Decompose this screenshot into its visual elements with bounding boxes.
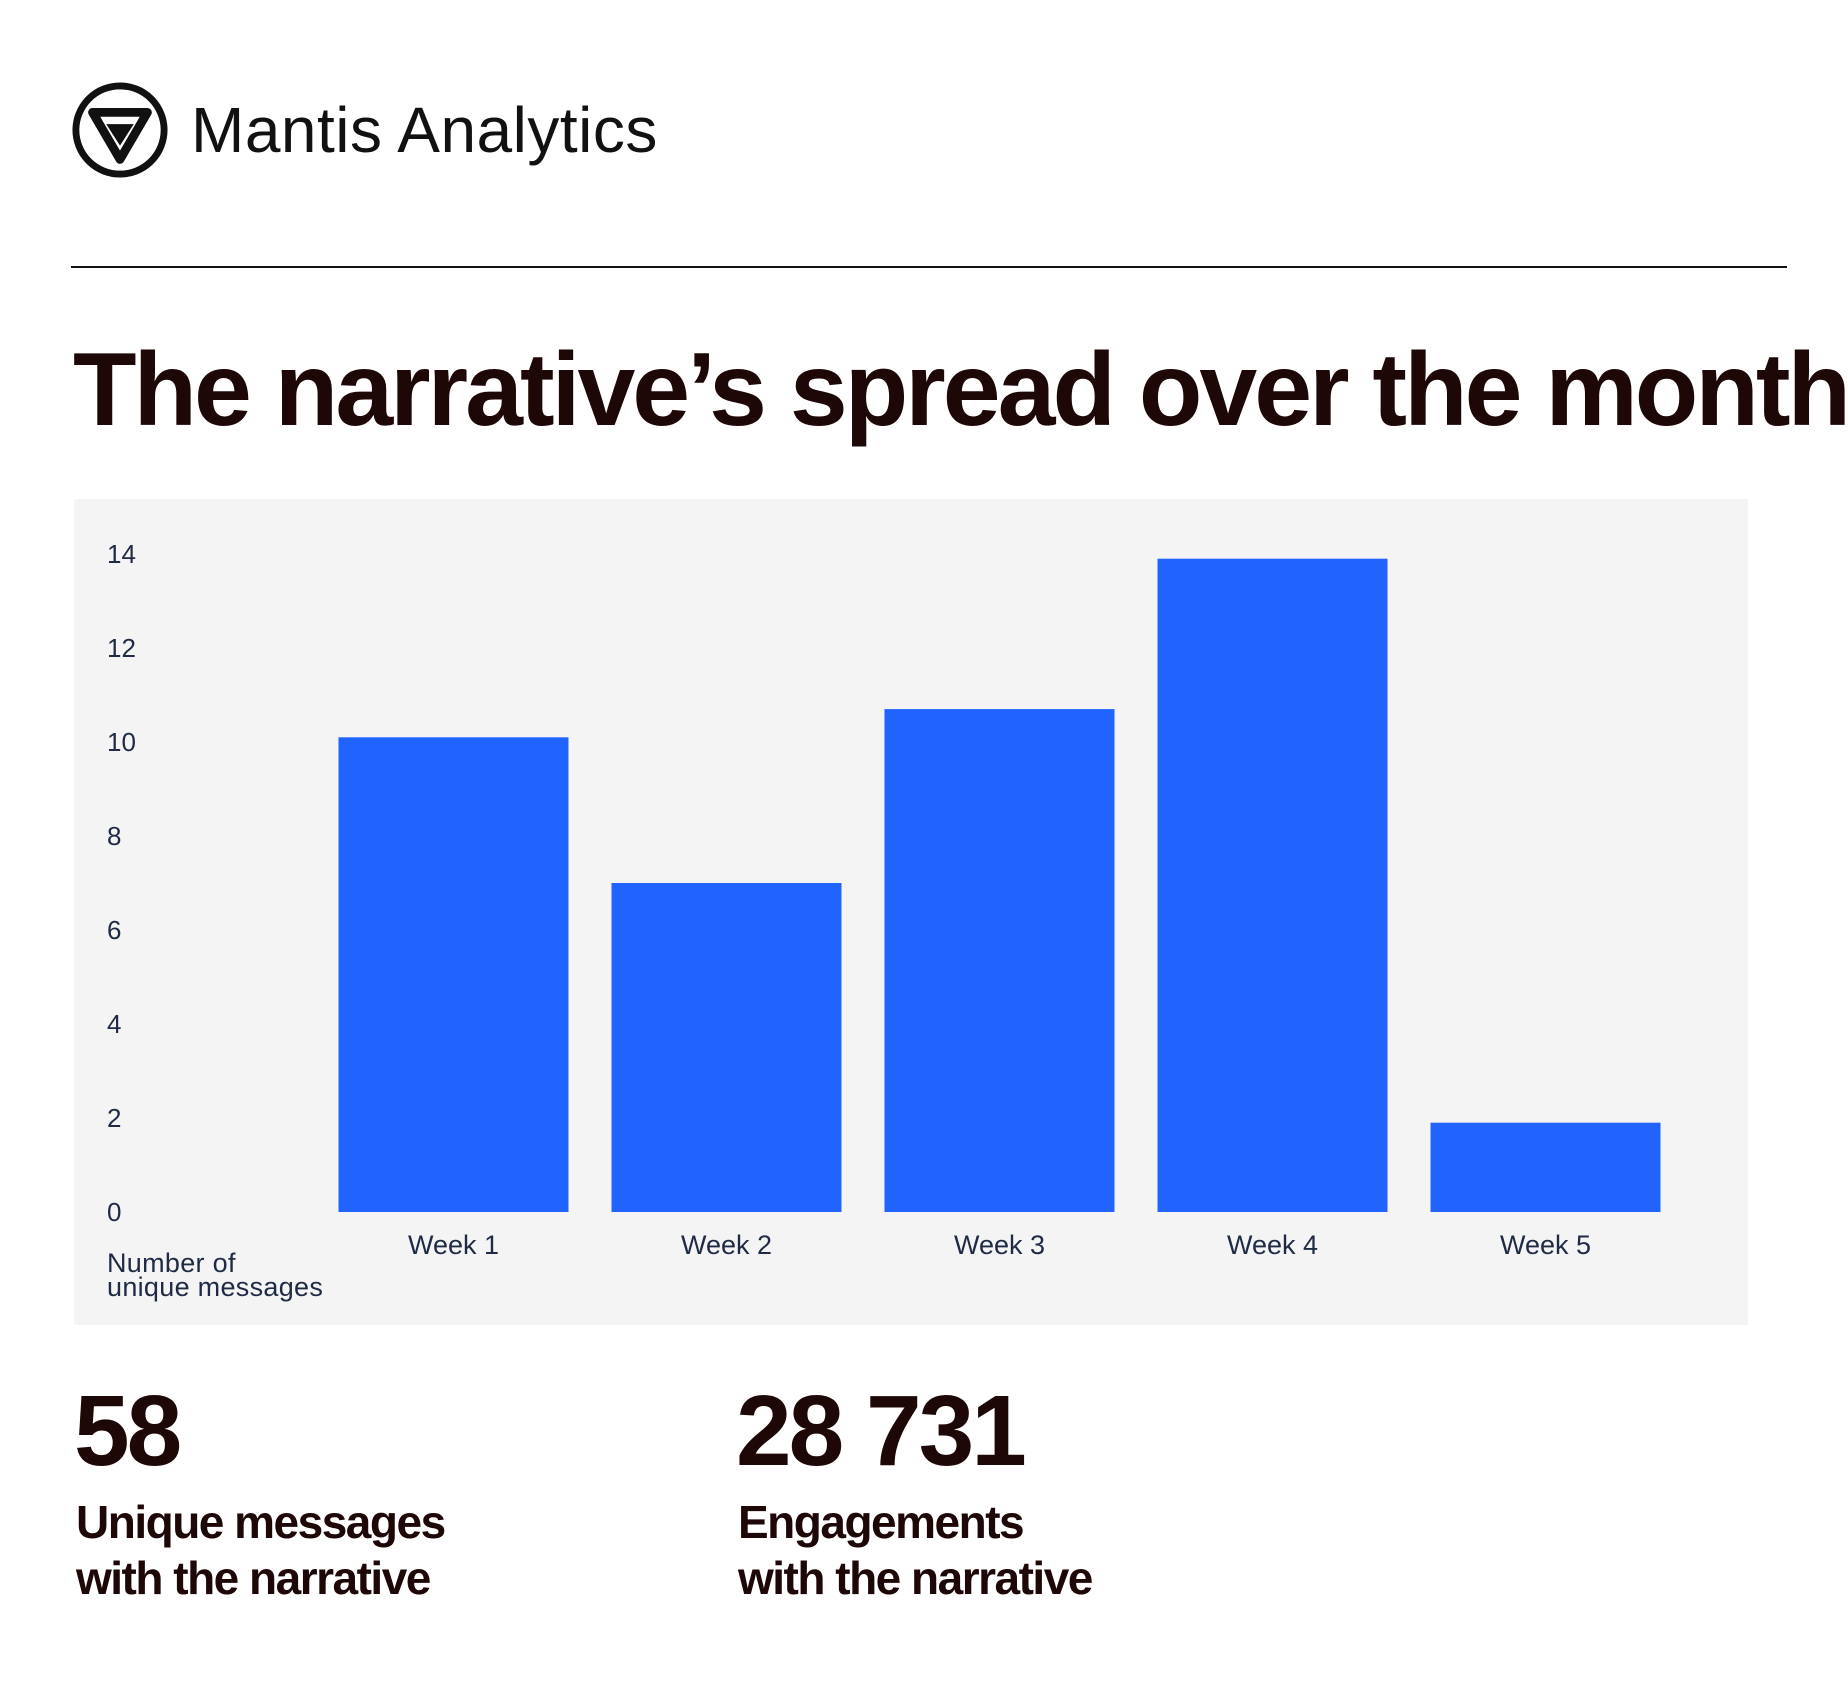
page-title: The narrative’s spread over the month — [73, 332, 1848, 448]
brand-name: Mantis Analytics — [191, 94, 658, 166]
bar — [884, 709, 1115, 1212]
y-tick-label: 6 — [107, 915, 121, 945]
shield-triangle-icon — [72, 82, 168, 178]
y-tick-label: 14 — [107, 539, 136, 569]
stat-unique-messages: 58 Unique messages with the narrative — [74, 1375, 446, 1606]
x-tick-label: Week 3 — [954, 1230, 1045, 1260]
stat-value: 28 731 — [736, 1375, 1027, 1487]
brand: Mantis Analytics — [71, 80, 658, 180]
x-tick-label: Week 4 — [1227, 1230, 1318, 1260]
y-axis-title: Number of unique messages — [107, 1248, 324, 1302]
bar — [611, 883, 842, 1212]
y-tick-label: 12 — [107, 633, 136, 663]
stat-engagements: 28 731 Engagements with the narrative — [736, 1375, 1093, 1606]
divider — [71, 266, 1787, 268]
bar — [1430, 1122, 1661, 1212]
chart-panel: 0 2 4 6 8 10 12 14 Week 1 Week 2 Week 3 Week 4 Week … — [74, 499, 1748, 1325]
bar — [338, 737, 569, 1212]
y-tick-label: 10 — [107, 727, 136, 757]
stat-label: Unique messages with the narrative — [76, 1496, 446, 1604]
bar — [1157, 558, 1388, 1212]
y-tick-label: 0 — [107, 1197, 121, 1227]
x-tick-label: Week 5 — [1500, 1230, 1591, 1260]
x-tick-label: Week 1 — [408, 1230, 499, 1260]
y-tick-label: 8 — [107, 821, 121, 851]
y-tick-label: 2 — [107, 1103, 121, 1133]
x-tick-label: Week 2 — [681, 1230, 772, 1260]
y-tick-label: 4 — [107, 1009, 121, 1039]
stat-label: Engagements with the narrative — [738, 1496, 1093, 1604]
stat-value: 58 — [74, 1375, 182, 1487]
bar-chart: 0 2 4 6 8 10 12 14 Week 1 Week 2 Week 3 Week 4 Week … — [107, 539, 1661, 1260]
